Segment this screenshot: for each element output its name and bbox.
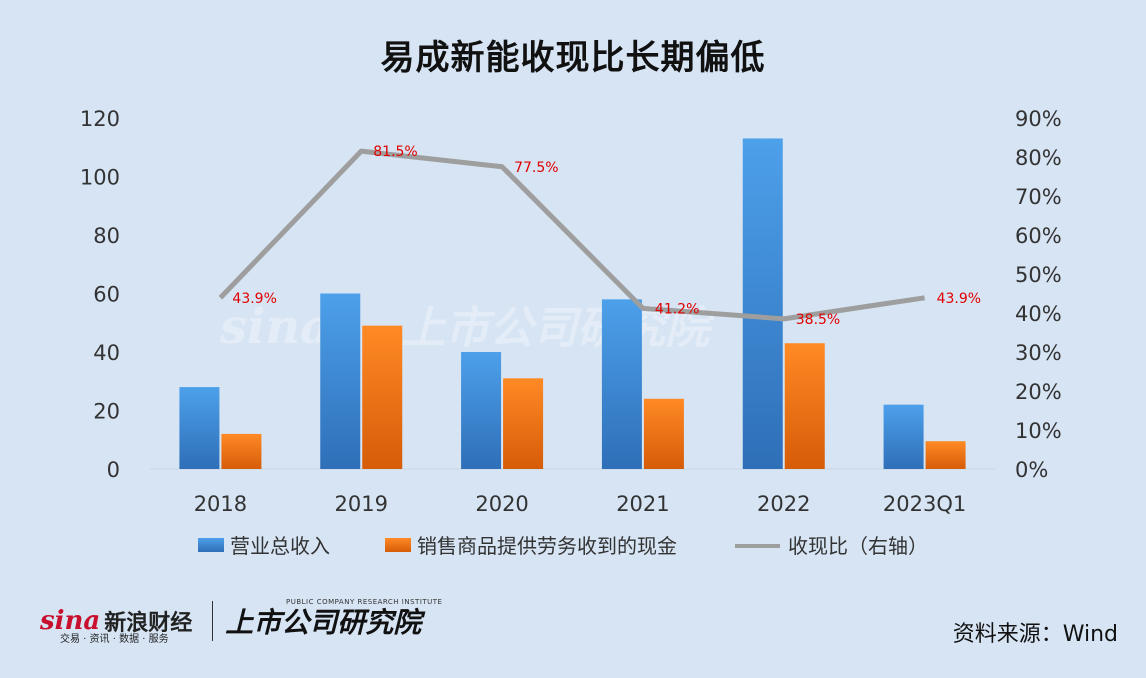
line-cash-ratio	[218, 148, 925, 322]
y-left-tick-label: 60	[93, 283, 120, 307]
sina-logo-sub: 交易 · 资讯 · 数据 · 服务	[60, 634, 169, 645]
bar-revenue	[601, 299, 642, 469]
bar-revenue	[461, 352, 502, 469]
line-data-label: 77.5%	[514, 160, 558, 176]
bar-revenue	[742, 138, 783, 469]
footer-logo: sina 新浪财经 交易 · 资讯 · 数据 · 服务 上市公司研究院 PUBL…	[40, 598, 442, 645]
legend-swatch-cash	[385, 538, 411, 552]
legend-label-revenue: 营业总收入	[230, 534, 330, 558]
x-tick-label: 2021	[616, 492, 669, 516]
y-right-tick-label: 80%	[1015, 146, 1062, 170]
bar-revenue	[179, 387, 220, 469]
y-right-tick-label: 30%	[1015, 341, 1062, 365]
logo-divider	[212, 601, 214, 641]
x-tick-label: 2023Q1	[883, 492, 966, 516]
y-left-tick-label: 120	[80, 107, 120, 131]
line-data-label: 38.5%	[796, 312, 840, 328]
line-data-label: 81.5%	[373, 144, 417, 160]
y-right-tick-label: 70%	[1015, 185, 1062, 209]
y-left-tick-label: 20	[93, 400, 120, 424]
legend-label-cash: 销售商品提供劳务收到的现金	[417, 534, 677, 558]
institute-logo-en: PUBLIC COMPANY RESEARCH INSTITUTE	[286, 598, 443, 606]
y-right-tick-label: 10%	[1015, 419, 1062, 443]
y-right-tick-label: 90%	[1015, 107, 1062, 131]
sina-logo-cn: 新浪财经	[104, 611, 193, 636]
line-data-label: 43.9%	[937, 291, 981, 307]
bar-cash	[925, 441, 966, 469]
bar-cash	[503, 378, 544, 469]
y-right-tick-label: 60%	[1015, 224, 1062, 248]
line-data-label: 43.9%	[232, 291, 276, 307]
y-left-tick-label: 0	[107, 458, 120, 482]
x-tick-label: 2019	[335, 492, 388, 516]
y-right-tick-label: 40%	[1015, 302, 1062, 326]
x-tick-label: 2018	[194, 492, 247, 516]
y-right-tick-label: 20%	[1015, 380, 1062, 404]
bar-cash	[221, 433, 262, 469]
source-note: 资料来源：Wind	[952, 622, 1118, 647]
sina-logo-word: sina	[40, 606, 101, 636]
bar-cash	[362, 325, 403, 469]
y-right-tick-label: 0%	[1015, 458, 1048, 482]
y-left-tick-label: 80	[93, 224, 120, 248]
y-left-tick-label: 40	[93, 341, 120, 365]
line-data-label: 41.2%	[655, 301, 699, 317]
legend-label-line: 收现比（右轴）	[788, 534, 928, 558]
x-tick-label: 2020	[475, 492, 528, 516]
bar-cash	[784, 343, 825, 469]
chart-title: 易成新能收现比长期偏低	[380, 38, 766, 78]
bar-revenue	[883, 404, 924, 469]
legend-swatch-revenue	[198, 538, 224, 552]
y-right-tick-label: 50%	[1015, 263, 1062, 287]
y-left-tick-label: 100	[80, 166, 120, 190]
chart-svg: 0 20 40 60 80 100 120 0% 10% 20% 30% 40% 50% 60% 70% 80…	[80, 107, 1062, 558]
bar-cash	[643, 398, 684, 469]
x-tick-label: 2022	[757, 492, 810, 516]
institute-logo-cn: 上市公司研究院	[225, 606, 422, 639]
bar-revenue	[320, 293, 361, 469]
